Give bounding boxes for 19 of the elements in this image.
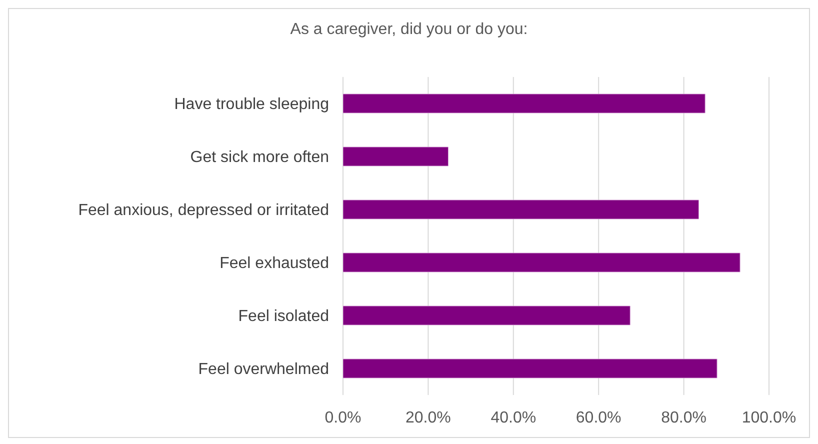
chart-title: As a caregiver, did you or do you: [289, 20, 529, 40]
x-tick-label: 0.0% [324, 409, 362, 426]
y-tick-label: Have trouble sleeping [174, 96, 329, 114]
x-tick-label: 80.0% [661, 409, 706, 426]
bar [343, 358, 718, 378]
bar [343, 252, 740, 272]
x-tick-label: 40.0% [490, 409, 536, 426]
bar [343, 94, 706, 114]
x-tick-label: 100.0% [742, 409, 796, 426]
bar [343, 200, 699, 220]
bar [343, 306, 630, 326]
bar [343, 146, 448, 166]
y-tick-label: Feel overwhelmed [198, 361, 329, 378]
x-tick-label: 60.0% [576, 409, 622, 426]
y-tick-label: Feel anxious, depressed or irritated [78, 202, 329, 220]
x-tick-label: 20.0% [406, 409, 451, 426]
y-tick-label: Get sick more often [190, 149, 329, 166]
y-tick-label: Feel isolated [238, 308, 329, 326]
y-tick-label: Feel exhausted [220, 255, 329, 272]
